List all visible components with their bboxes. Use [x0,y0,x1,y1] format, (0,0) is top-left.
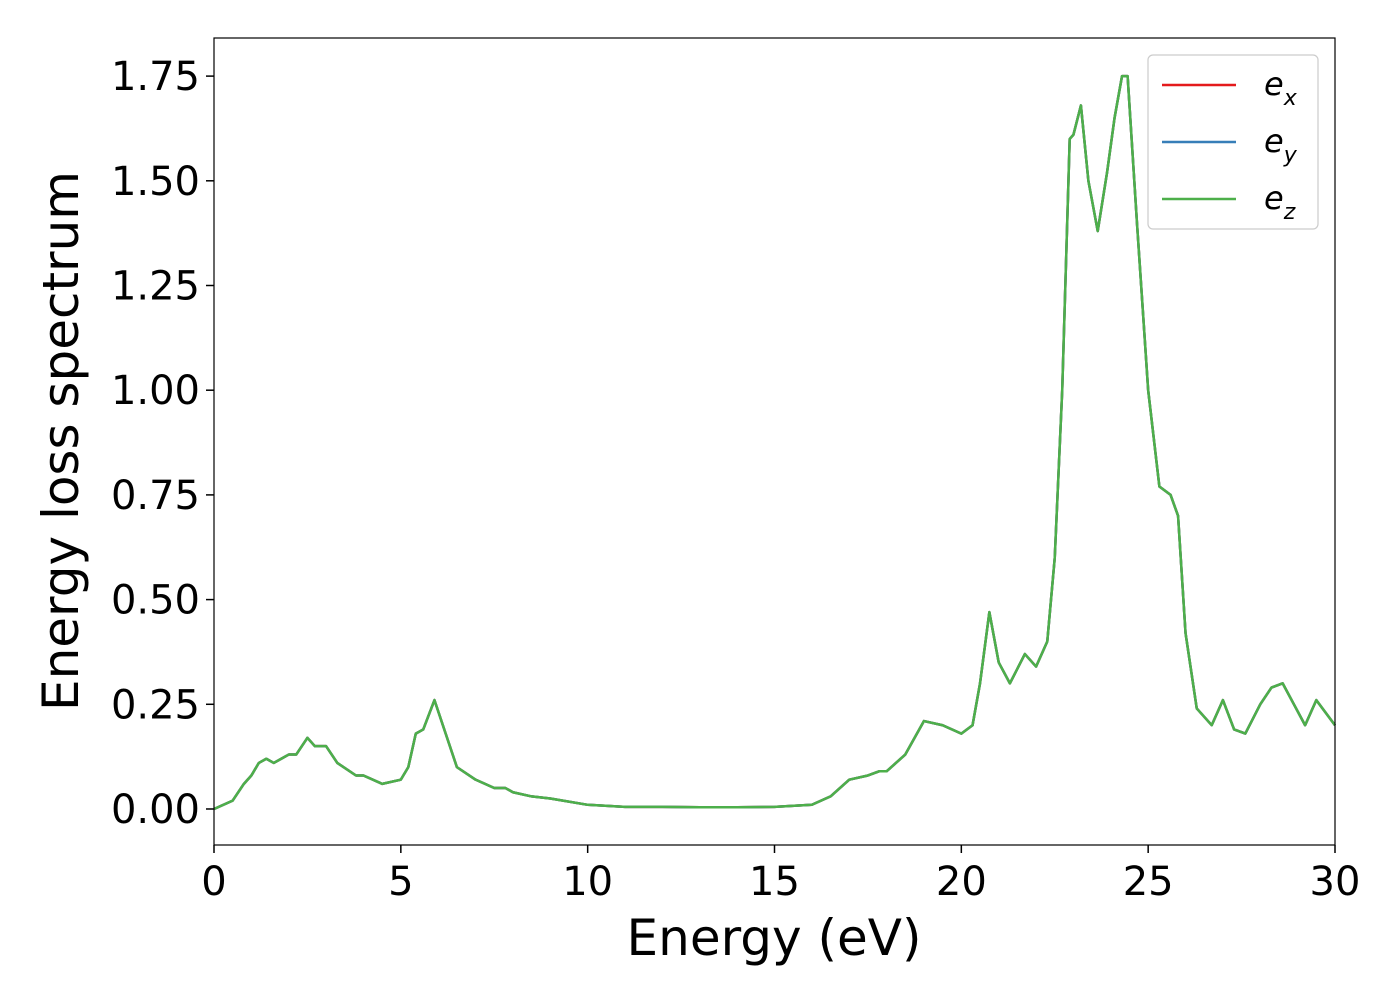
plot-frame [213,37,1336,846]
y-tick-label: 0.50 [111,578,200,624]
y-tick-label: 1.25 [111,264,200,310]
line-series [213,74,1337,811]
x-tick-label: 30 [1310,859,1361,905]
legend-label: ez [1264,179,1296,225]
x-tick-label: 15 [749,859,800,905]
x-tick-label: 0 [201,859,226,905]
y-tick-label: 1.50 [111,159,200,205]
legend-label: ex [1264,65,1298,111]
legend-label: ey [1264,122,1298,168]
y-axis-label: Energy loss spectrum [32,171,90,711]
y-tick-label: 0.75 [111,473,200,519]
x-tick-label: 10 [562,859,613,905]
y-tick-label: 0.25 [111,682,200,728]
x-tick-label: 20 [936,859,987,905]
x-tick-label: 5 [388,859,413,905]
y-tick-label: 0.00 [111,787,200,833]
x-tick-label: 25 [1123,859,1174,905]
y-tick-label: 1.75 [111,54,200,100]
x-axis-label: Energy (eV) [627,909,922,967]
y-tick-label: 1.00 [111,368,200,414]
